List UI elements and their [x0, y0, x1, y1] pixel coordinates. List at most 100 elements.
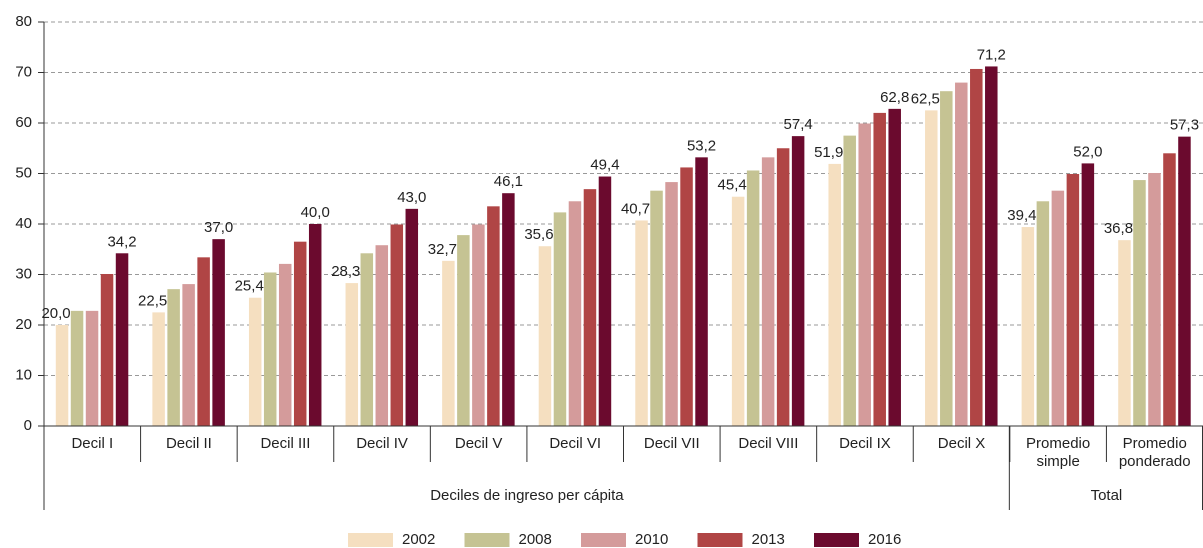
bar — [955, 82, 968, 426]
value-label: 20,0 — [41, 305, 70, 322]
value-label: 36,8 — [1104, 220, 1133, 237]
bar — [858, 123, 871, 426]
y-tick-label: 40 — [15, 215, 32, 232]
bar — [360, 253, 374, 426]
x-tick-label: Decil VIII — [738, 435, 799, 452]
value-label: 71,2 — [977, 46, 1006, 63]
legend-swatch — [697, 533, 743, 547]
bar — [828, 163, 841, 426]
value-label: 57,4 — [784, 116, 813, 133]
bar — [776, 148, 790, 426]
bar — [1133, 180, 1146, 426]
value-label: 40,0 — [301, 204, 330, 221]
legend-swatch — [581, 533, 626, 547]
group-label: Deciles de ingreso per cápita — [430, 487, 624, 504]
x-tick-label: Decil VI — [549, 435, 602, 452]
x-tick-label: Decil V — [454, 435, 503, 452]
value-label: 52,0 — [1073, 143, 1102, 160]
bar — [746, 170, 760, 426]
bar — [263, 272, 277, 426]
value-label: 22,5 — [138, 292, 167, 309]
value-label: 49,4 — [590, 156, 619, 173]
value-label: 40,7 — [621, 200, 650, 217]
legend-label: 2013 — [752, 531, 785, 548]
bar — [1051, 190, 1065, 426]
bar — [248, 297, 262, 426]
bar — [970, 68, 983, 426]
legend-label: 2016 — [868, 531, 901, 548]
bar — [472, 224, 485, 426]
bar — [1081, 163, 1095, 426]
y-tick-label: 30 — [15, 265, 32, 282]
bar — [680, 167, 693, 426]
bar — [1148, 172, 1161, 426]
bar — [583, 189, 597, 426]
bar — [487, 206, 500, 426]
bar — [197, 257, 210, 426]
y-tick-label: 50 — [15, 164, 32, 181]
bar — [553, 212, 567, 426]
legend-swatch — [464, 533, 510, 547]
bar — [278, 263, 292, 426]
bar — [985, 66, 998, 426]
legend-label: 2002 — [402, 531, 435, 548]
y-tick-label: 20 — [15, 316, 32, 333]
x-tick-label: Decil IX — [839, 435, 891, 452]
bar — [390, 224, 404, 426]
bar — [212, 239, 225, 426]
bar — [538, 246, 552, 426]
bar — [761, 157, 775, 426]
bar — [85, 310, 99, 426]
y-tick-label: 60 — [15, 114, 32, 131]
value-label: 51,9 — [814, 144, 843, 161]
bar — [568, 201, 582, 426]
bar — [100, 273, 114, 426]
bar — [873, 112, 886, 427]
bar — [1066, 174, 1080, 426]
legend-swatch — [348, 533, 393, 547]
bar — [635, 220, 648, 426]
bar — [182, 284, 195, 426]
bar — [940, 91, 953, 426]
value-label: 37,0 — [204, 219, 233, 236]
bar — [308, 224, 322, 426]
x-tick-label: Decil II — [165, 435, 212, 452]
bar — [1036, 201, 1050, 426]
x-tick-label: Decil I — [71, 435, 114, 452]
value-label: 32,7 — [428, 241, 457, 258]
bar — [345, 283, 359, 426]
value-label: 35,6 — [524, 226, 553, 243]
bar — [1021, 227, 1035, 426]
bar — [888, 108, 901, 427]
bar — [598, 176, 612, 426]
bar — [70, 310, 84, 426]
x-tick-label: Decil VII — [643, 435, 700, 452]
value-label: 25,4 — [235, 278, 264, 295]
value-label: 62,8 — [880, 89, 909, 106]
legend-swatch — [814, 533, 859, 547]
legend-label: 2008 — [519, 531, 552, 548]
value-label: 57,3 — [1170, 117, 1199, 134]
bar — [115, 253, 129, 426]
value-label: 43,0 — [397, 189, 426, 206]
bar — [1163, 153, 1176, 427]
bar — [695, 157, 708, 426]
value-label: 53,2 — [687, 137, 716, 154]
y-tick-label: 0 — [24, 417, 32, 434]
value-label: 39,4 — [1007, 207, 1036, 224]
y-tick-label: 80 — [15, 13, 32, 30]
x-tick-label: Decil III — [260, 435, 311, 452]
bar — [1118, 240, 1131, 426]
x-tick-label: Decil IV — [356, 435, 408, 452]
x-tick-label: Decil X — [937, 435, 986, 452]
value-label: 34,2 — [107, 233, 136, 250]
value-label: 62,5 — [911, 90, 940, 107]
bar — [457, 235, 470, 426]
bar — [843, 135, 856, 426]
x-tick-label: Promedio simple — [1026, 435, 1091, 470]
bar — [665, 182, 678, 426]
bar — [1178, 136, 1191, 426]
bar — [442, 260, 455, 426]
